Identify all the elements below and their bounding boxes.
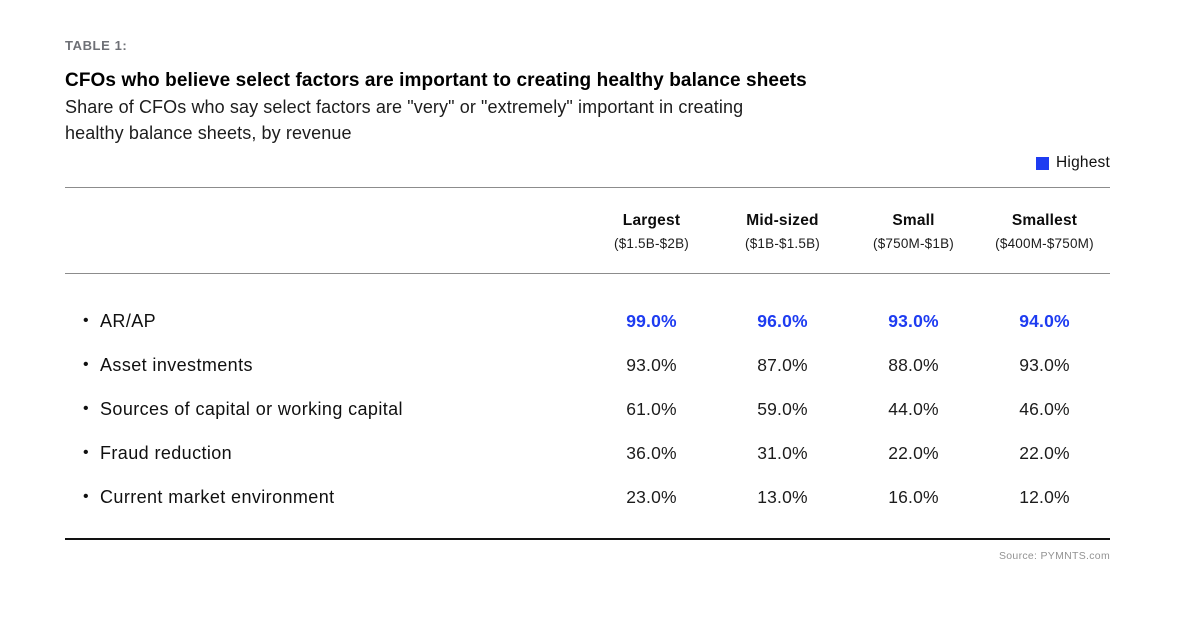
- figure-subtitle: Share of CFOs who say select factors are…: [65, 94, 1110, 146]
- value-cell: 22.0%: [1019, 442, 1070, 463]
- column-revenue-range: ($1B-$1.5B): [745, 236, 820, 251]
- subtitle-line-1: Share of CFOs who say select factors are…: [65, 97, 744, 117]
- bullet-icon: •: [83, 444, 90, 461]
- value-cell: 46.0%: [1019, 398, 1070, 419]
- table-kicker: TABLE 1:: [65, 38, 128, 53]
- column-name: Mid-sized: [746, 212, 819, 229]
- column-revenue-range: ($750M-$1B): [873, 236, 954, 251]
- factor-label: Current market environment: [100, 486, 335, 507]
- table-row: • Asset investments 93.0% 87.0% 88.0% 93.0%: [65, 343, 1110, 387]
- top-rule: [65, 187, 1110, 188]
- bullet-icon: •: [83, 312, 90, 329]
- value-cell: 44.0%: [888, 398, 939, 419]
- value-cell: 31.0%: [757, 442, 808, 463]
- bottom-rule: [65, 538, 1110, 540]
- value-cell: 61.0%: [626, 398, 677, 419]
- legend-swatch-icon: [1036, 156, 1050, 170]
- factor-label: Asset investments: [100, 354, 253, 375]
- factor-cell: • Sources of capital or working capital: [65, 399, 586, 420]
- factor-label: Sources of capital or working capital: [100, 398, 403, 419]
- column-revenue-range: ($400M-$750M): [995, 236, 1094, 251]
- header-rule: [65, 273, 1110, 274]
- column-header: Small ($750M-$1B): [848, 212, 979, 251]
- source-credit: Source: PYMNTS.com: [998, 550, 1110, 562]
- value-cell: 87.0%: [757, 354, 808, 375]
- value-cell: 93.0%: [1019, 354, 1070, 375]
- subtitle-line-2: healthy balance sheets, by revenue: [65, 123, 352, 143]
- bullet-icon: •: [83, 356, 90, 373]
- table-row: • Sources of capital or working capital 61…: [65, 387, 1110, 431]
- value-cell: 88.0%: [888, 354, 939, 375]
- value-cell: 22.0%: [888, 442, 939, 463]
- legend-label: Highest: [1056, 154, 1110, 171]
- factor-cell: • Asset investments: [65, 355, 586, 376]
- column-header: Smallest ($400M-$750M): [979, 212, 1110, 251]
- value-cell: 36.0%: [626, 442, 677, 463]
- value-cell: 99.0%: [626, 310, 677, 331]
- bullet-icon: •: [83, 488, 90, 505]
- column-header: Mid-sized ($1B-$1.5B): [717, 212, 848, 251]
- table-body: • AR/AP 99.0% 96.0% 93.0% 94.0% • Asset investm…: [65, 274, 1110, 538]
- column-name: Smallest: [1011, 212, 1078, 229]
- column-revenue-range: ($1.5B-$2B): [614, 236, 689, 251]
- value-cell: 93.0%: [626, 354, 677, 375]
- value-cell: 16.0%: [888, 486, 939, 507]
- factor-label: Fraud reduction: [100, 442, 233, 463]
- table-row: • Fraud reduction 36.0% 31.0% 22.0% 22.0%: [65, 431, 1110, 475]
- factor-cell: • AR/AP: [65, 311, 586, 332]
- bullet-icon: •: [83, 400, 90, 417]
- figure-title: CFOs who believe select factors are impo…: [65, 70, 807, 91]
- factor-cell: • Current market environment: [65, 487, 586, 508]
- column-name: Small: [892, 212, 935, 229]
- table-row: • Current market environment 23.0% 13.0% 16.…: [65, 475, 1110, 519]
- value-cell: 59.0%: [757, 398, 808, 419]
- value-cell: 94.0%: [1019, 310, 1070, 331]
- figure: TABLE 1: CFOs who believe select factors…: [65, 38, 1110, 562]
- factor-cell: • Fraud reduction: [65, 443, 586, 464]
- table-row: • AR/AP 99.0% 96.0% 93.0% 94.0%: [65, 299, 1110, 343]
- value-cell: 93.0%: [888, 310, 939, 331]
- column-header: Largest ($1.5B-$2B): [586, 212, 717, 251]
- value-cell: 13.0%: [757, 486, 808, 507]
- legend: Highest: [65, 154, 1110, 172]
- column-name: Largest: [622, 212, 681, 229]
- value-cell: 12.0%: [1019, 486, 1070, 507]
- column-headers: Largest ($1.5B-$2B) Mid-sized ($1B-$1.5B) Sm…: [65, 188, 1110, 273]
- value-cell: 23.0%: [626, 486, 677, 507]
- value-cell: 96.0%: [757, 310, 808, 331]
- factor-label: AR/AP: [100, 310, 157, 331]
